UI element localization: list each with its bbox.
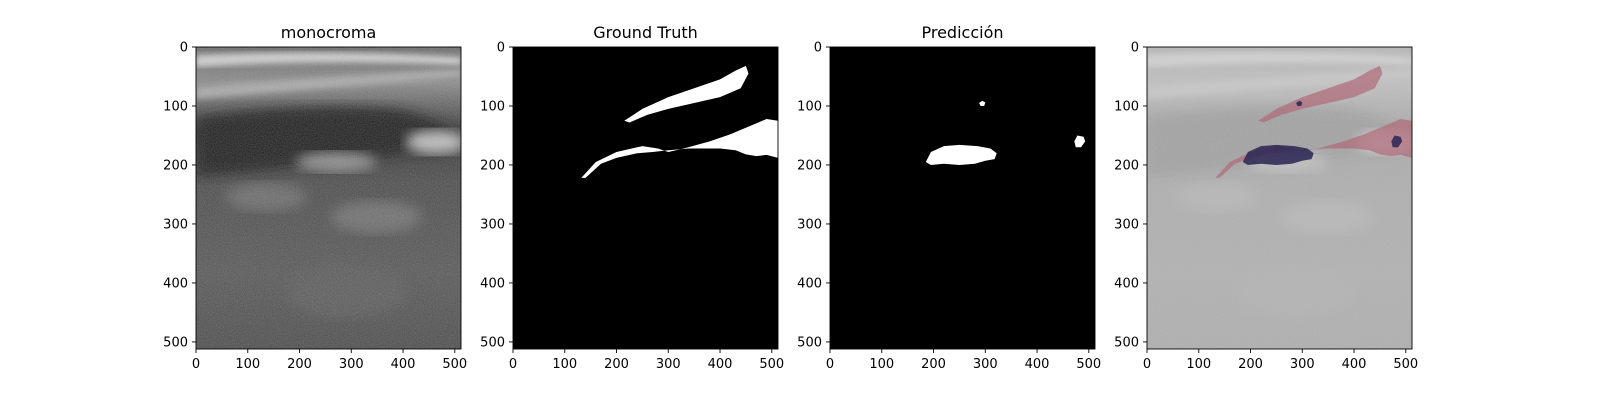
ultrasound-image	[196, 47, 461, 349]
y-tick-label: 500	[163, 335, 188, 350]
x-tick-label: 100	[235, 357, 260, 372]
panel-title: Predicción	[921, 23, 1003, 42]
y-tick-label: 0	[814, 41, 822, 56]
mask-background	[513, 47, 778, 349]
y-tick-label: 0	[497, 41, 505, 56]
axes-frame	[512, 46, 779, 350]
y-tick-label: 500	[480, 335, 505, 350]
overlay-prediction-region	[1391, 135, 1403, 148]
x-tick-label: 100	[1186, 357, 1211, 372]
y-tick-label: 100	[797, 99, 822, 114]
y-tick-label: 100	[480, 99, 505, 114]
x-tick-label: 500	[1076, 357, 1101, 372]
panel-title: Ground Truth	[593, 23, 698, 42]
prediction-region	[925, 144, 997, 165]
axes-frame	[829, 46, 1096, 350]
x-tick-label: 200	[604, 357, 629, 372]
y-tick-label: 200	[1114, 158, 1139, 173]
y-tick-label: 400	[1114, 276, 1139, 291]
overlay-prediction-region	[1242, 144, 1314, 165]
y-tick-label: 500	[797, 335, 822, 350]
y-tick-label: 300	[480, 217, 505, 232]
prediction-region	[979, 100, 986, 106]
y-tick-label: 100	[1114, 99, 1139, 114]
x-tick-label: 100	[869, 357, 894, 372]
x-tick-label: 0	[826, 357, 834, 372]
axes-frame	[1146, 46, 1413, 350]
x-tick-label: 400	[391, 357, 416, 372]
prediction-region	[1074, 135, 1086, 148]
overlay-ground-truth-region	[1258, 65, 1383, 123]
panel-prediccion: 0 100 200 300 400 500 0 100 200 300 400 500 Predicci…	[797, 23, 1101, 372]
x-tick-label: 200	[1238, 357, 1263, 372]
x-tick-label: 500	[759, 357, 784, 372]
y-tick-label: 0	[1131, 41, 1139, 56]
panel-title: monocroma	[281, 23, 377, 42]
y-tick-label: 200	[797, 158, 822, 173]
y-tick-label: 300	[797, 217, 822, 232]
y-tick-label: 100	[163, 99, 188, 114]
x-tick-label: 400	[1025, 357, 1050, 372]
x-tick-label: 200	[287, 357, 312, 372]
y-tick-label: 400	[480, 276, 505, 291]
ground-truth-region	[581, 119, 778, 178]
ultrasound-image	[1147, 47, 1412, 349]
x-tick-label: 300	[973, 357, 998, 372]
panel-monocroma: 0 100 200 300 400 500 0 100 200 300 400 500 monocrom…	[163, 23, 467, 372]
x-tick-label: 0	[1143, 357, 1151, 372]
y-tick-label: 0	[180, 41, 188, 56]
y-tick-label: 300	[1114, 217, 1139, 232]
y-tick-label: 200	[163, 158, 188, 173]
x-tick-label: 300	[339, 357, 364, 372]
overlay-prediction-region	[1296, 100, 1303, 106]
x-tick-label: 200	[921, 357, 946, 372]
x-tick-label: 500	[442, 357, 467, 372]
y-tick-label: 400	[797, 276, 822, 291]
overlay-ground-truth-region	[1215, 119, 1412, 178]
x-tick-label: 300	[1290, 357, 1315, 372]
x-tick-label: 400	[1342, 357, 1367, 372]
x-tick-label: 300	[656, 357, 681, 372]
y-tick-label: 500	[1114, 335, 1139, 350]
x-tick-label: 400	[708, 357, 733, 372]
y-tick-label: 400	[163, 276, 188, 291]
ground-truth-region	[624, 65, 749, 123]
panel-ground-truth: 0 100 200 300 400 500 0 100 200 300 400 500 Ground T…	[480, 23, 784, 372]
panel-overlay: 0 100 200 300 400 500 0 100 200 300 400 500	[1114, 41, 1418, 373]
y-tick-label: 200	[480, 158, 505, 173]
axes-frame	[195, 46, 462, 350]
x-tick-label: 100	[552, 357, 577, 372]
x-tick-label: 500	[1393, 357, 1418, 372]
y-tick-label: 300	[163, 217, 188, 232]
mask-background	[830, 47, 1095, 349]
x-tick-label: 0	[192, 357, 200, 372]
x-tick-label: 0	[509, 357, 517, 372]
